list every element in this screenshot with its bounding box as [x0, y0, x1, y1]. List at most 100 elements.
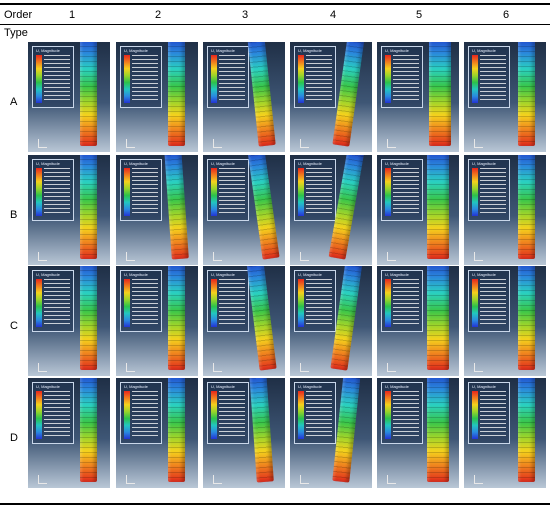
- header-rule: [0, 24, 550, 25]
- simulation-panel: U, Magnitude: [377, 155, 459, 265]
- legend-value-lines: [306, 279, 332, 327]
- magnitude-legend: U, Magnitude: [294, 159, 336, 221]
- magnitude-legend: U, Magnitude: [207, 270, 249, 332]
- column-header-2: 2: [154, 9, 162, 21]
- coordinate-axis-icon: [385, 362, 396, 372]
- row-label-b: B: [10, 209, 18, 221]
- legend-value-lines: [393, 55, 419, 103]
- magnitude-legend: U, Magnitude: [468, 159, 510, 221]
- legend-title: U, Magnitude: [211, 161, 235, 166]
- magnitude-legend: U, Magnitude: [468, 46, 510, 108]
- legend-color-bar: [385, 55, 391, 103]
- coordinate-axis-icon: [472, 362, 483, 372]
- legend-title: U, Magnitude: [472, 272, 496, 277]
- legend-title: U, Magnitude: [124, 48, 148, 53]
- legend-title: U, Magnitude: [124, 272, 148, 277]
- column-header-6: 6: [502, 9, 510, 21]
- magnitude-legend: U, Magnitude: [207, 382, 249, 444]
- legend-value-lines: [480, 391, 506, 439]
- column-header-1: 1: [68, 9, 76, 21]
- legend-value-lines: [219, 279, 245, 327]
- legend-title: U, Magnitude: [36, 48, 60, 53]
- legend-color-bar: [385, 391, 391, 439]
- coordinate-axis-icon: [298, 474, 309, 484]
- deformed-tube-model: [332, 378, 361, 483]
- simulation-panel: U, Magnitude: [377, 42, 459, 152]
- magnitude-legend: U, Magnitude: [381, 270, 423, 332]
- coordinate-axis-icon: [124, 362, 135, 372]
- simulation-panel: U, Magnitude: [203, 378, 285, 488]
- legend-color-bar: [472, 55, 478, 103]
- legend-value-lines: [44, 391, 70, 439]
- simulation-panel: U, Magnitude: [116, 378, 198, 488]
- legend-title: U, Magnitude: [472, 161, 496, 166]
- legend-color-bar: [124, 55, 130, 103]
- legend-color-bar: [211, 279, 217, 327]
- type-header: Type: [4, 27, 28, 39]
- simulation-panel: U, Magnitude: [116, 42, 198, 152]
- legend-title: U, Magnitude: [385, 272, 409, 277]
- simulation-panel: U, Magnitude: [290, 378, 372, 488]
- magnitude-legend: U, Magnitude: [468, 270, 510, 332]
- legend-value-lines: [393, 168, 419, 216]
- legend-color-bar: [211, 391, 217, 439]
- table-bottom-rule: [0, 503, 550, 505]
- deformed-tube-model: [429, 42, 451, 146]
- legend-title: U, Magnitude: [298, 384, 322, 389]
- magnitude-legend: U, Magnitude: [120, 382, 162, 444]
- coordinate-axis-icon: [36, 474, 47, 484]
- coordinate-axis-icon: [211, 474, 222, 484]
- legend-color-bar: [385, 279, 391, 327]
- deformed-tube-model: [168, 378, 185, 482]
- legend-value-lines: [219, 168, 245, 216]
- coordinate-axis-icon: [124, 251, 135, 261]
- magnitude-legend: U, Magnitude: [207, 46, 249, 108]
- magnitude-legend: U, Magnitude: [32, 46, 74, 108]
- simulation-panel: U, Magnitude: [28, 266, 110, 376]
- legend-value-lines: [480, 55, 506, 103]
- coordinate-axis-icon: [124, 474, 135, 484]
- coordinate-axis-icon: [472, 138, 483, 148]
- deformed-tube-model: [427, 266, 449, 370]
- legend-title: U, Magnitude: [211, 384, 235, 389]
- simulation-panel: U, Magnitude: [464, 42, 546, 152]
- simulation-panel: U, Magnitude: [116, 155, 198, 265]
- row-label-c: C: [10, 320, 18, 332]
- row-label-d: D: [10, 432, 18, 444]
- legend-title: U, Magnitude: [211, 48, 235, 53]
- magnitude-legend: U, Magnitude: [294, 46, 336, 108]
- deformed-tube-model: [168, 266, 185, 370]
- legend-value-lines: [393, 391, 419, 439]
- legend-color-bar: [385, 168, 391, 216]
- legend-title: U, Magnitude: [124, 161, 148, 166]
- deformed-tube-model: [246, 266, 277, 371]
- legend-value-lines: [44, 55, 70, 103]
- simulation-panel: U, Magnitude: [464, 378, 546, 488]
- legend-value-lines: [480, 279, 506, 327]
- deformed-tube-model: [518, 266, 535, 370]
- table-top-rule: [0, 3, 550, 5]
- column-header-5: 5: [415, 9, 423, 21]
- simulation-panel: U, Magnitude: [28, 42, 110, 152]
- magnitude-legend: U, Magnitude: [381, 46, 423, 108]
- coordinate-axis-icon: [298, 251, 309, 261]
- magnitude-legend: U, Magnitude: [32, 159, 74, 221]
- coordinate-axis-icon: [385, 474, 396, 484]
- legend-title: U, Magnitude: [36, 272, 60, 277]
- simulation-panel: U, Magnitude: [290, 155, 372, 265]
- legend-value-lines: [219, 55, 245, 103]
- coordinate-axis-icon: [211, 362, 222, 372]
- order-header: Order: [4, 9, 33, 21]
- legend-value-lines: [219, 391, 245, 439]
- column-header-4: 4: [329, 9, 337, 21]
- legend-color-bar: [36, 279, 42, 327]
- deformed-tube-model: [249, 378, 274, 483]
- deformed-tube-model: [80, 378, 97, 482]
- coordinate-axis-icon: [36, 362, 47, 372]
- legend-title: U, Magnitude: [298, 272, 322, 277]
- legend-title: U, Magnitude: [36, 384, 60, 389]
- legend-color-bar: [472, 391, 478, 439]
- simulation-panel: U, Magnitude: [203, 266, 285, 376]
- magnitude-legend: U, Magnitude: [120, 46, 162, 108]
- deformed-tube-model: [518, 378, 535, 482]
